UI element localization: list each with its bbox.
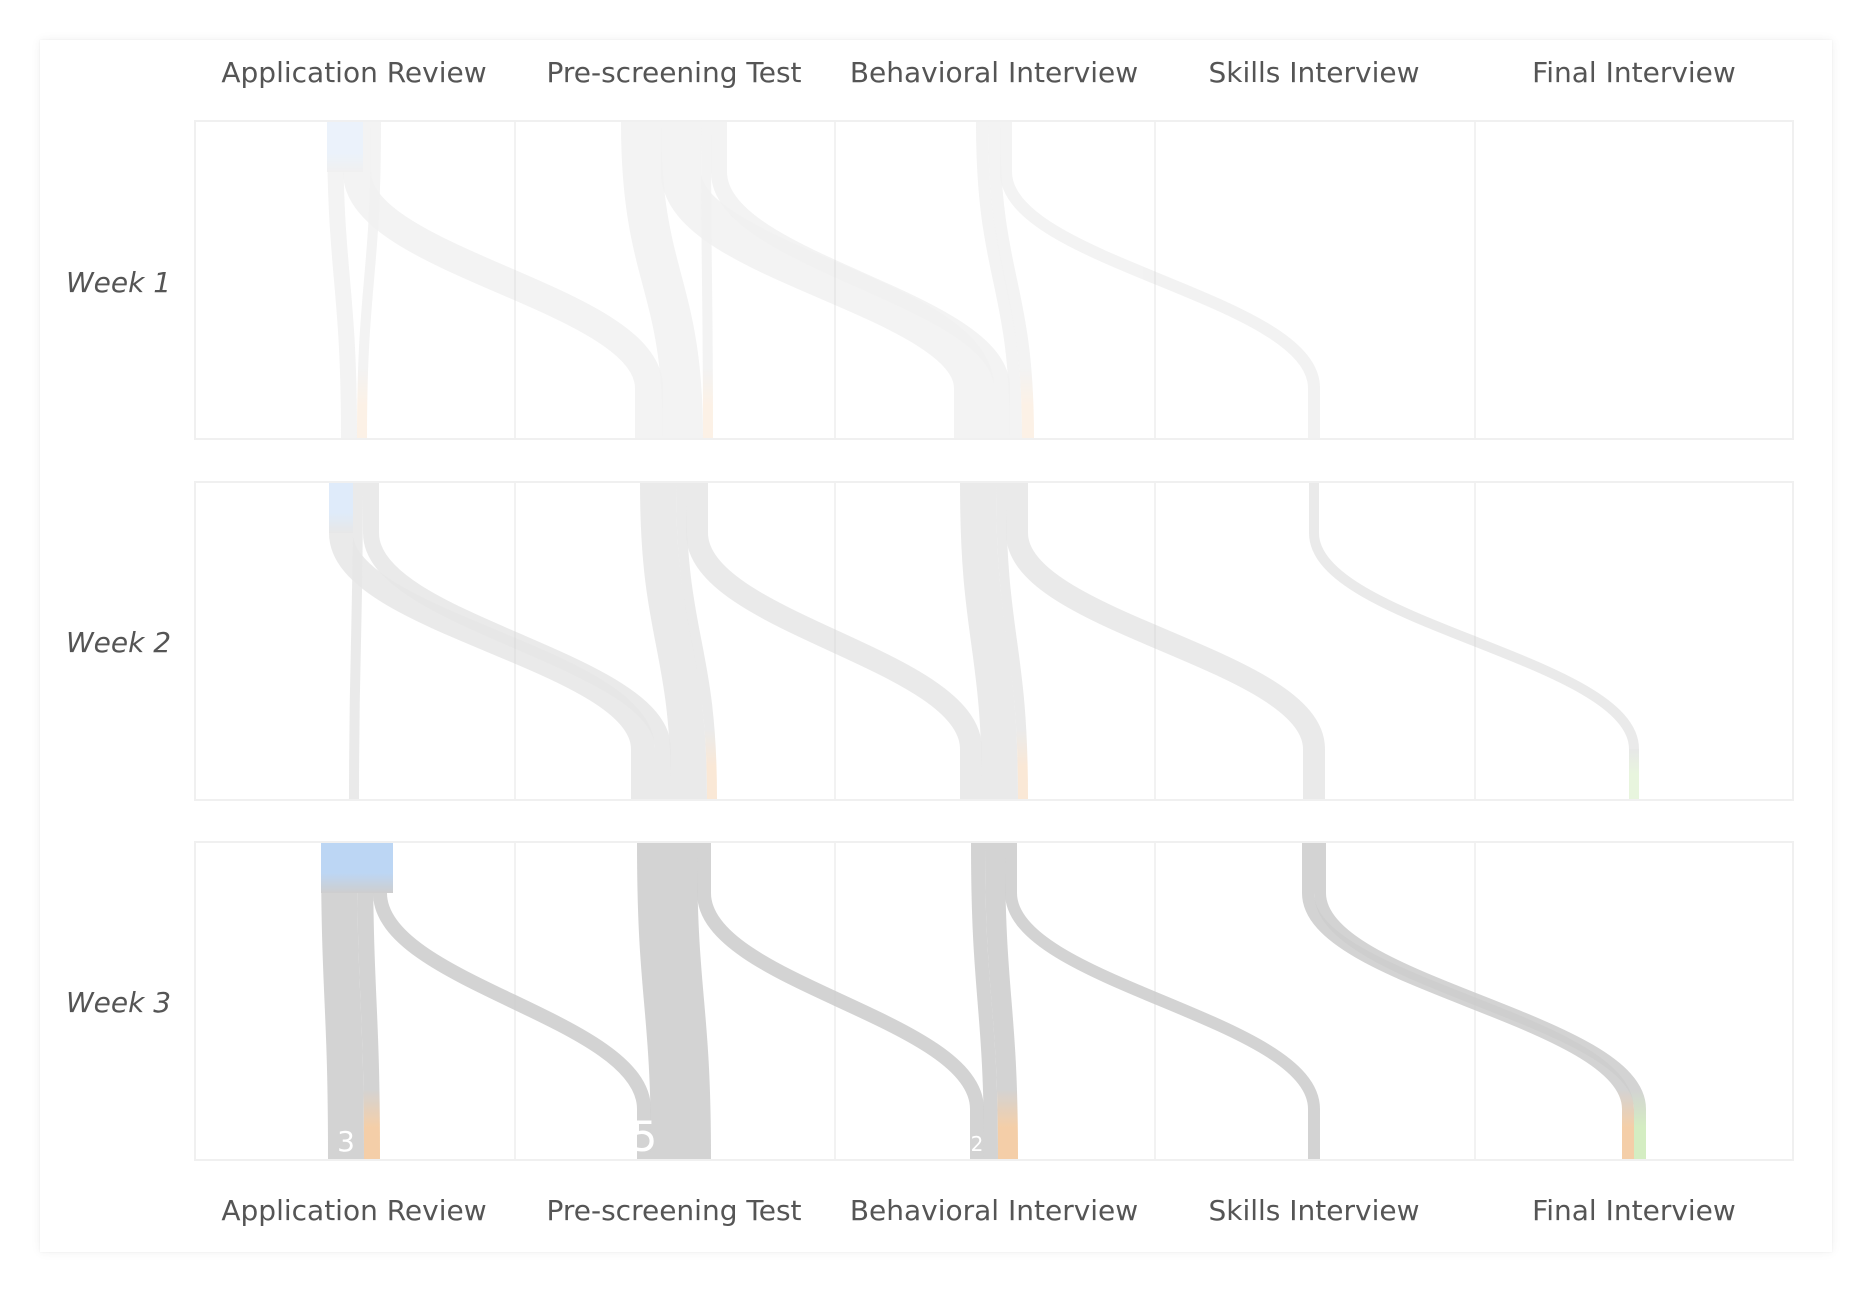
column-separator: [834, 122, 836, 438]
stage-count-label: 3: [337, 1125, 355, 1158]
week-2-panel: [194, 481, 1794, 801]
flow-band: [701, 121, 713, 439]
flow-band: [363, 483, 671, 799]
bottom-stage-label-skills-interview: Skills Interview: [1208, 1194, 1420, 1227]
week-1-flows: [327, 121, 1320, 439]
flow-band: [1005, 843, 1320, 1159]
week-3-flows: [321, 842, 1646, 1160]
flow-band: [327, 121, 357, 439]
flow-band: [640, 482, 707, 800]
flow-band: [1309, 483, 1639, 799]
stage-count-label: 5: [631, 1112, 658, 1161]
flow-band: [988, 121, 1034, 439]
flow-band: [1314, 843, 1646, 1159]
flow-band: [686, 483, 982, 799]
applied-segment: [329, 483, 353, 533]
column-separator: [834, 483, 836, 799]
flow-band: [621, 121, 703, 439]
column-separator: [514, 483, 516, 799]
flow-band: [357, 842, 380, 1160]
flow-band: [960, 482, 1018, 800]
flow-band: [321, 842, 364, 1160]
flow-band: [349, 482, 363, 800]
top-stage-label-application-review: Application Review: [221, 56, 487, 89]
hired-segment: [1629, 749, 1639, 799]
week-label-1: Week 1: [66, 266, 172, 299]
applied-segment: [327, 122, 363, 172]
column-separator: [1474, 483, 1476, 799]
top-stage-label-behavioral-interview: Behavioral Interview: [849, 56, 1139, 89]
flow-band: [343, 122, 663, 438]
flow-band: [637, 842, 711, 1160]
top-stage-label-skills-interview: Skills Interview: [1208, 56, 1420, 89]
stage-count-label: 2: [971, 1132, 984, 1156]
flow-band: [996, 482, 1028, 800]
week-1-panel: [194, 120, 1794, 440]
week-2-flows: [329, 482, 1639, 800]
column-separator: [1154, 483, 1156, 799]
flow-band: [329, 483, 655, 799]
flow-band: [697, 843, 984, 1159]
column-separator: [1154, 122, 1156, 438]
bottom-stage-label-final-interview: Final Interview: [1532, 1194, 1736, 1227]
flow-band: [373, 843, 651, 1159]
week-label-2: Week 2: [66, 626, 172, 659]
flow-band: [1006, 483, 1325, 799]
top-stage-label-final-interview: Final Interview: [1532, 56, 1736, 89]
column-separator: [514, 122, 516, 438]
week-label-3: Week 3: [66, 986, 172, 1019]
bottom-stage-label-application-review: Application Review: [221, 1194, 487, 1227]
flow-band: [357, 121, 381, 439]
bottom-stage-label-pre-screening-test: Pre-screening Test: [546, 1194, 802, 1227]
top-stage-label-pre-screening-test: Pre-screening Test: [546, 56, 802, 89]
flow-band: [971, 842, 998, 1160]
flow-band: [976, 121, 1022, 439]
flow-band: [711, 122, 1010, 438]
applied-segment: [321, 843, 393, 893]
bottom-stage-label-behavioral-interview: Behavioral Interview: [849, 1194, 1139, 1227]
column-separator: [1474, 122, 1476, 438]
flow-band: [676, 482, 717, 800]
flow-band: [1000, 122, 1320, 438]
flow-band: [661, 122, 994, 438]
flow-band: [985, 842, 1018, 1160]
